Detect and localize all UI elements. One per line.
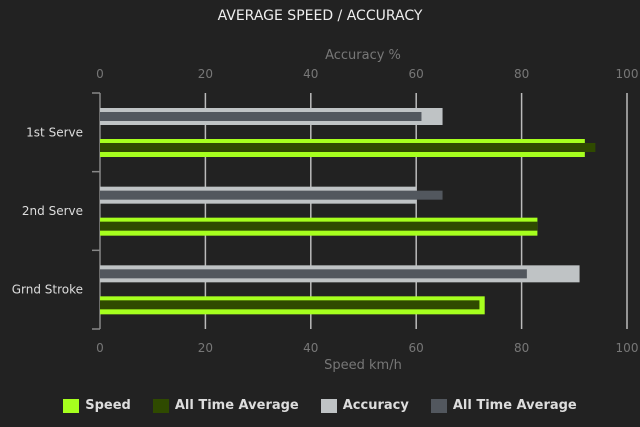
bar-speed-average	[100, 300, 480, 310]
chart-title: AVERAGE SPEED / ACCURACY	[217, 8, 423, 24]
legend-label: Speed	[85, 398, 131, 413]
legend-item-accuracy[interactable]: Accuracy	[320, 398, 409, 413]
category-label: Grnd Stroke	[12, 283, 83, 297]
category-label: 1st Serve	[26, 125, 83, 139]
legend: Speed All Time Average Accuracy All Time…	[0, 398, 640, 413]
top-tick-label: 0	[96, 67, 104, 81]
bottom-tick-label: 40	[303, 341, 318, 355]
top-axis-label: Accuracy %	[325, 48, 401, 63]
bar-accuracy-average	[100, 269, 527, 279]
bar-speed-average	[100, 221, 538, 231]
legend-swatch	[63, 398, 80, 413]
legend-label: All Time Average	[452, 398, 577, 413]
top-tick-label: 80	[514, 67, 529, 81]
top-tick-label: 40	[303, 67, 318, 81]
top-tick-label: 60	[409, 67, 424, 81]
legend-item-accuracy-average[interactable]: All Time Average	[430, 398, 577, 413]
legend-swatch	[152, 398, 169, 413]
legend-label: All Time Average	[174, 398, 299, 413]
legend-item-speed-average[interactable]: All Time Average	[152, 398, 299, 413]
category-label: 2nd Serve	[22, 204, 83, 218]
top-tick-label: 100	[616, 67, 639, 81]
bottom-tick-label: 100	[616, 341, 639, 355]
bottom-tick-label: 0	[96, 341, 104, 355]
bar-accuracy-average	[100, 190, 443, 200]
legend-swatch	[320, 398, 337, 413]
top-tick-label: 20	[198, 67, 213, 81]
bottom-axis-label: Speed km/h	[324, 358, 402, 373]
bottom-tick-label: 80	[514, 341, 529, 355]
bottom-tick-label: 20	[198, 341, 213, 355]
bar-accuracy-average	[100, 112, 422, 121]
bottom-tick-label: 60	[409, 341, 424, 355]
legend-swatch	[430, 398, 447, 413]
bar-speed-average	[100, 143, 596, 152]
legend-label: Accuracy	[342, 398, 409, 413]
legend-item-speed[interactable]: Speed	[63, 398, 131, 413]
